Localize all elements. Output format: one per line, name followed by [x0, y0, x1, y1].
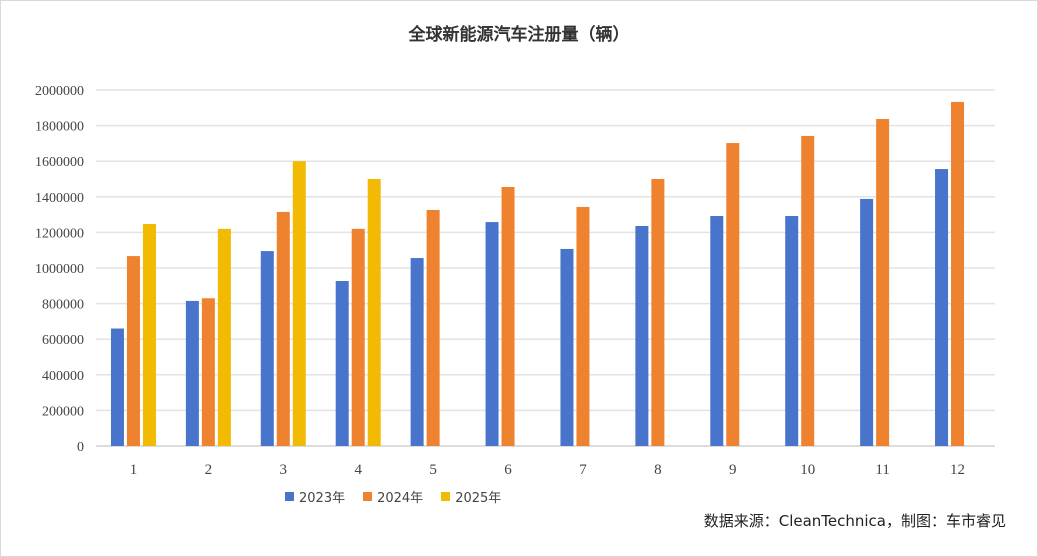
y-tick-label: 1600000 [35, 155, 84, 170]
bar-2024-month-2 [201, 298, 215, 446]
x-tick-label: 7 [579, 462, 587, 478]
legend-item: 2024年 [363, 487, 423, 506]
y-tick-label: 0 [77, 440, 84, 455]
bar-2023-month-4 [335, 280, 349, 446]
y-tick-label: 800000 [42, 298, 84, 313]
bar-2024-month-9 [726, 143, 740, 446]
y-tick-label: 1400000 [35, 191, 84, 206]
legend-label: 2025年 [455, 491, 502, 506]
bar-2023-month-1 [110, 328, 124, 446]
y-tick-label: 400000 [42, 369, 84, 384]
bar-2023-month-8 [635, 225, 649, 446]
bar-2024-month-1 [126, 256, 140, 446]
x-tick-label: 1 [130, 462, 138, 478]
bar-2025-month-1 [142, 224, 156, 446]
bar-2025-month-3 [292, 161, 306, 446]
x-tick-label: 9 [729, 462, 737, 478]
bar-2023-month-2 [185, 300, 199, 446]
legend-item: 2023年 [285, 487, 345, 506]
bar-2023-month-12 [935, 169, 949, 447]
y-tick-label: 200000 [42, 404, 84, 419]
legend-label: 2024年 [377, 491, 424, 506]
bar-2024-month-8 [651, 179, 665, 446]
x-tick-label: 4 [354, 462, 362, 478]
bar-2024-month-7 [576, 206, 590, 446]
legend-swatch [285, 492, 294, 501]
source-note: 数据来源：CleanTechnica，制图：车市睿见 [703, 512, 1006, 530]
y-tick-label: 2000000 [35, 84, 84, 99]
legend-swatch [363, 492, 373, 501]
x-tick-label: 6 [504, 462, 512, 478]
y-tick-label: 600000 [42, 333, 84, 348]
x-tick-label: 3 [280, 462, 288, 478]
bar-2023-month-10 [785, 216, 799, 446]
y-tick-label: 1000000 [35, 262, 84, 277]
bar-2024-month-5 [426, 209, 440, 446]
x-tick-label: 10 [800, 462, 815, 478]
bar-2024-month-4 [351, 228, 365, 446]
x-tick-label: 8 [654, 462, 662, 478]
bar-2023-month-3 [260, 251, 274, 446]
x-tick-label: 5 [429, 462, 437, 478]
legend-label: 2023年 [299, 491, 346, 506]
x-tick-label: 12 [950, 462, 965, 478]
legend-item: 2025年 [441, 487, 501, 506]
y-tick-label: 1200000 [35, 226, 84, 241]
legend-swatch [441, 492, 451, 501]
chart-title: 全球新能源汽车注册量（辆） [408, 25, 630, 45]
bar-2024-month-10 [801, 135, 815, 446]
bar-2023-month-6 [485, 222, 499, 446]
bar-2023-month-9 [710, 216, 724, 446]
bar-2025-month-4 [367, 179, 381, 446]
x-tick-label: 11 [875, 462, 889, 478]
bar-2024-month-11 [876, 119, 890, 446]
legend: 2023年 2024年 2025年 [285, 487, 501, 506]
bar-2023-month-5 [410, 258, 424, 446]
bar-2024-month-12 [951, 101, 965, 447]
bar-2024-month-3 [276, 211, 290, 446]
bar-2023-month-7 [560, 248, 574, 446]
bar-2024-month-6 [501, 187, 515, 446]
bar-2023-month-11 [860, 198, 874, 446]
x-tick-label: 2 [205, 462, 213, 478]
y-tick-label: 1800000 [35, 120, 84, 135]
bar-2025-month-2 [217, 228, 231, 446]
